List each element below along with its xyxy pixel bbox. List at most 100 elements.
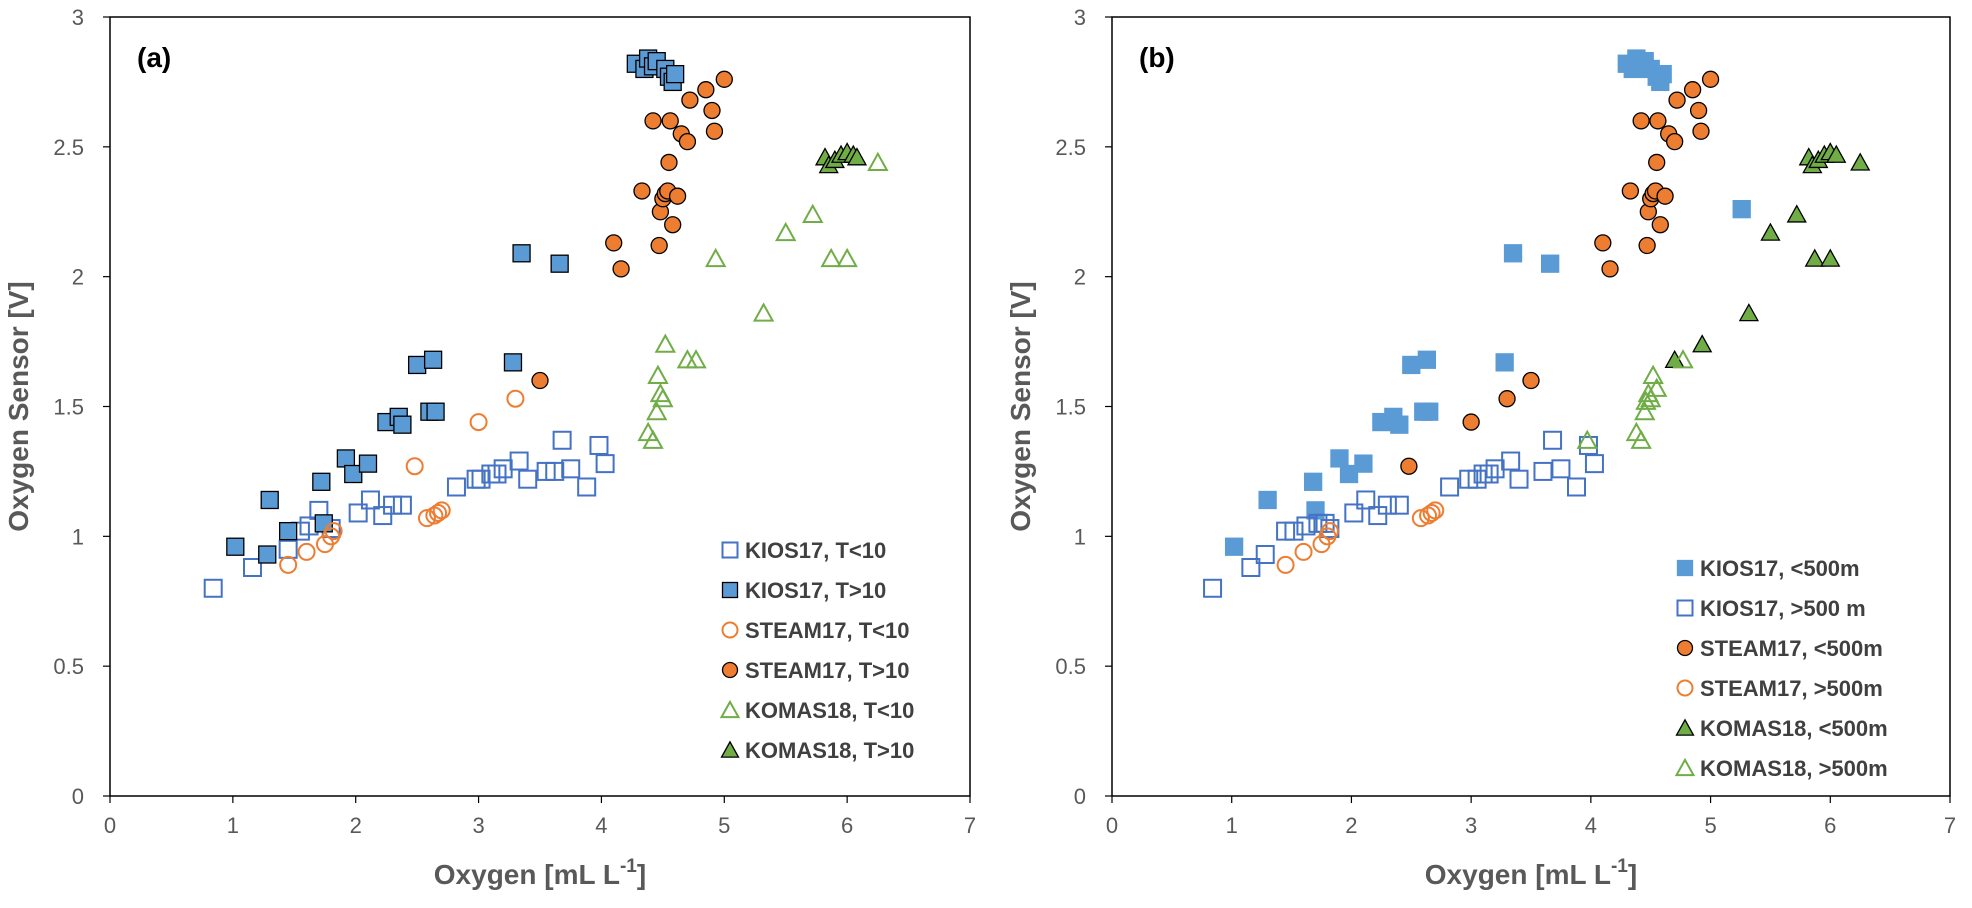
data-point	[506, 389, 525, 408]
x-tick-label: 2	[350, 813, 362, 838]
data-point	[820, 247, 842, 268]
data-point	[1689, 101, 1708, 120]
data-point	[1284, 521, 1304, 541]
data-point	[1467, 469, 1487, 489]
legend-marker	[721, 581, 739, 599]
y-tick-label: 1.5	[1055, 395, 1086, 420]
legend-item: KIOS17, T<10	[721, 538, 886, 563]
data-point	[1584, 454, 1604, 474]
data-point	[678, 132, 697, 151]
data-point	[423, 350, 443, 369]
legend-marker	[1676, 639, 1694, 657]
legend-marker	[721, 541, 739, 559]
legend-label: STEAM17, T<10	[745, 618, 909, 643]
y-tick-label: 2.5	[1055, 135, 1086, 160]
data-point	[1330, 449, 1349, 468]
data-point	[373, 506, 393, 526]
data-point	[487, 464, 507, 484]
data-point	[518, 469, 538, 489]
legend-marker	[1674, 757, 1696, 777]
data-point	[1601, 260, 1619, 278]
data-point	[545, 461, 565, 481]
y-tick-label: 3	[1074, 5, 1086, 30]
data-point	[550, 254, 569, 273]
data-point	[703, 101, 721, 120]
x-tick-label: 2	[1345, 813, 1357, 838]
data-point	[1648, 153, 1666, 172]
series-kios17-t-10	[226, 49, 685, 564]
x-axis-title: Oxygen [mL L-1]	[1425, 856, 1637, 890]
legend-item: KIOS17, T>10	[721, 578, 886, 603]
data-point	[1303, 472, 1323, 491]
series-steam17-500m	[1276, 501, 1445, 574]
data-point	[1804, 248, 1825, 267]
data-point	[1241, 557, 1261, 577]
data-point	[278, 539, 298, 559]
series-komas18-t-10	[637, 151, 889, 449]
y-tick-label: 0.5	[53, 654, 84, 679]
data-point	[1479, 464, 1499, 484]
series-steam17-t-10	[279, 389, 525, 574]
data-point	[1339, 464, 1359, 484]
data-point	[469, 413, 488, 432]
data-point	[633, 182, 651, 200]
legend-marker	[719, 699, 741, 719]
legend-item: KOMAS18, T>10	[720, 738, 914, 763]
data-point	[1426, 501, 1445, 520]
series-komas18-500m	[1576, 349, 1694, 449]
data-point	[595, 454, 615, 474]
data-point	[260, 490, 279, 510]
series-kios17-500m	[1224, 49, 1751, 556]
legend-label: KOMAS18, T<10	[745, 698, 914, 723]
data-point	[652, 388, 674, 408]
data-point	[715, 70, 733, 88]
y-tick-label: 2	[1074, 265, 1086, 290]
legend-marker	[720, 740, 740, 758]
data-point	[226, 537, 245, 556]
data-point	[1621, 182, 1640, 200]
data-point	[297, 542, 316, 561]
x-tick-label: 7	[1944, 813, 1956, 838]
data-point	[278, 521, 298, 541]
data-point	[605, 234, 623, 252]
legend-item: STEAM17, <500m	[1676, 636, 1883, 661]
data-point	[1820, 248, 1841, 267]
data-point	[324, 522, 343, 541]
y-axis-title: Oxygen Sensor [V]	[1005, 281, 1036, 532]
data-point	[279, 555, 298, 574]
data-point	[836, 247, 858, 268]
data-point	[1649, 112, 1667, 130]
data-point	[752, 302, 775, 322]
data-point	[1738, 303, 1759, 322]
data-point	[1594, 234, 1612, 252]
series-komas18-500m	[1664, 142, 1871, 369]
data-point	[642, 429, 664, 449]
data-point	[685, 349, 707, 369]
data-point	[1551, 459, 1571, 479]
x-tick-label: 1	[227, 813, 239, 838]
data-point	[1701, 70, 1720, 88]
data-point	[1344, 503, 1364, 523]
data-point	[867, 151, 889, 172]
data-point	[1224, 537, 1244, 556]
data-point	[312, 472, 331, 491]
legend-label: KOMAS18, >500m	[1700, 756, 1888, 781]
data-point	[1666, 132, 1684, 151]
x-tick-label: 3	[1465, 813, 1477, 838]
data-point	[654, 333, 677, 353]
y-tick-label: 3	[72, 5, 84, 30]
data-point	[1634, 401, 1656, 421]
data-point	[1462, 413, 1480, 431]
data-point	[660, 153, 678, 172]
y-axis-title: Oxygen Sensor [V]	[3, 281, 34, 532]
data-point	[1296, 516, 1316, 536]
data-point	[1576, 429, 1598, 449]
legend-item: KIOS17, >500 m	[1676, 596, 1866, 621]
data-point	[1786, 204, 1807, 223]
x-tick-label: 6	[841, 813, 853, 838]
data-point	[705, 122, 724, 140]
legend-label: STEAM17, <500m	[1700, 636, 1883, 661]
data-point	[426, 402, 445, 421]
data-point	[1422, 503, 1441, 522]
data-point	[432, 501, 451, 520]
